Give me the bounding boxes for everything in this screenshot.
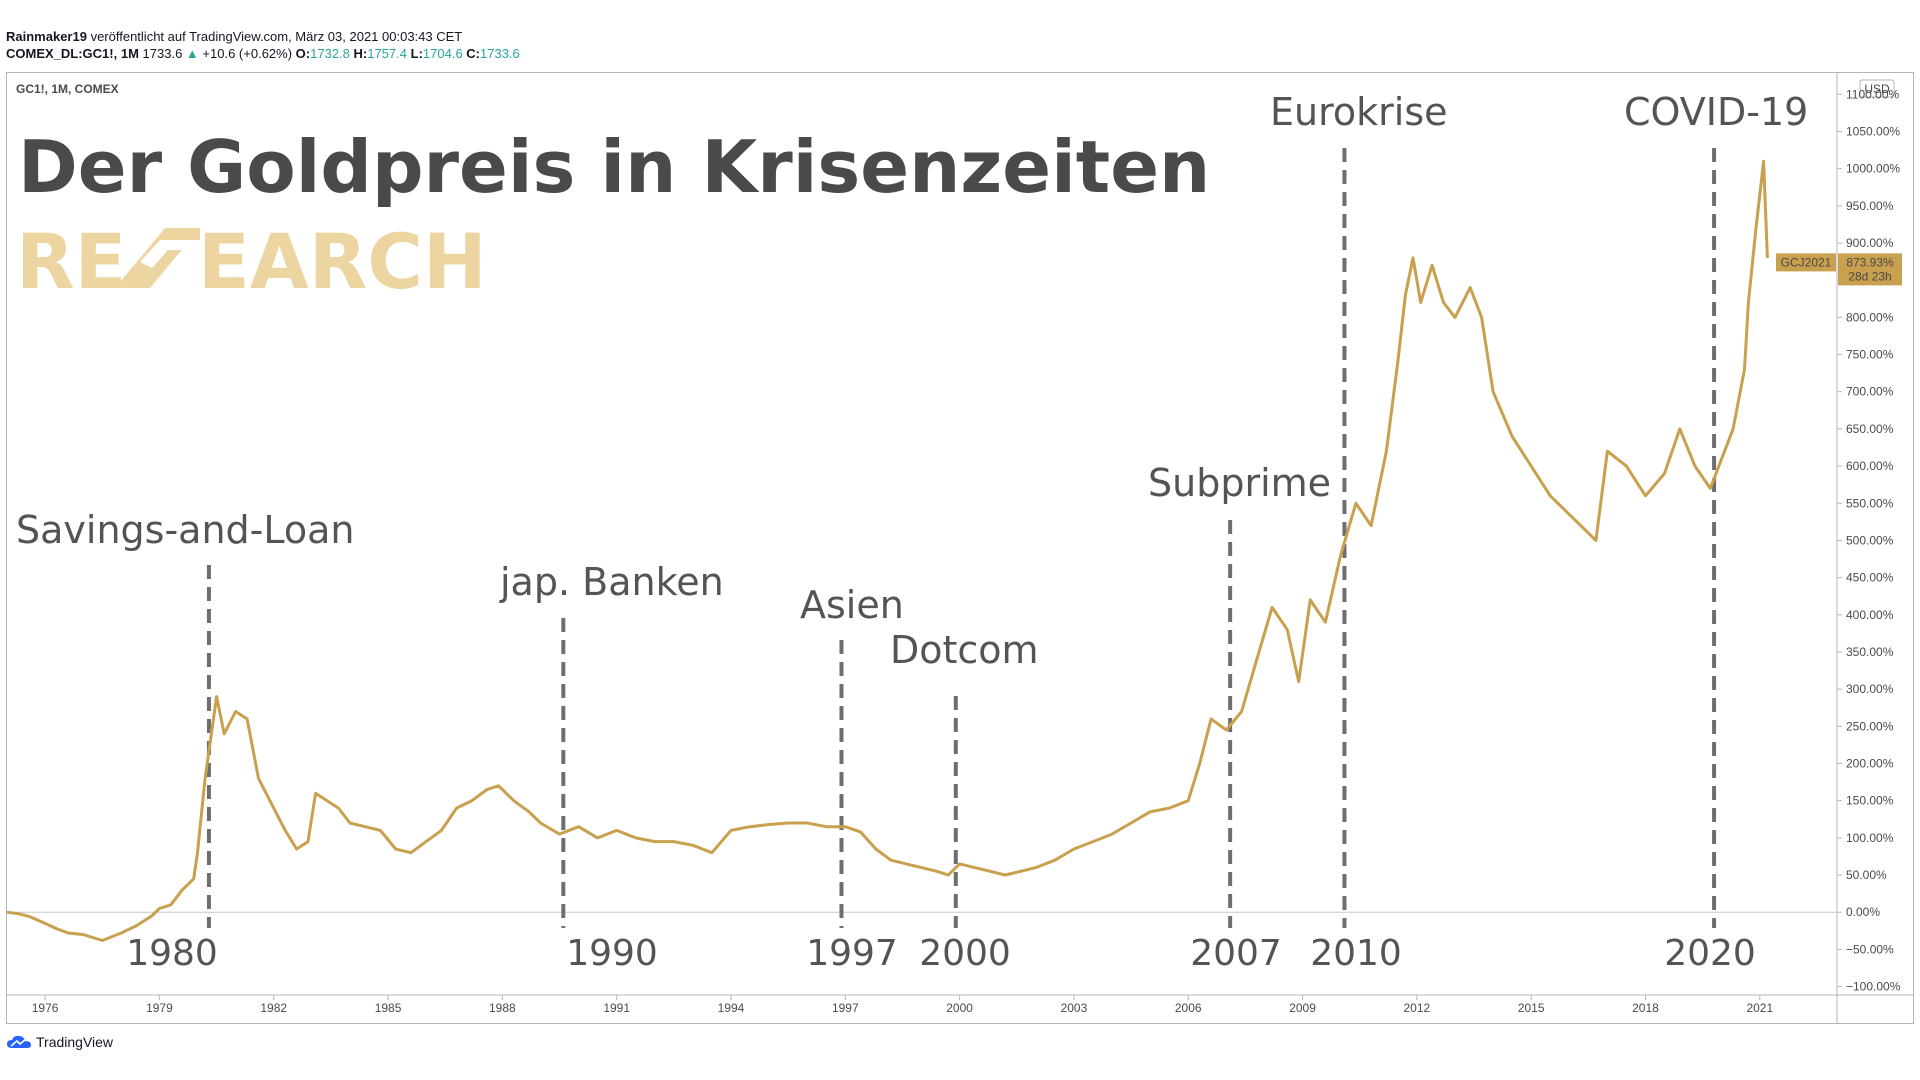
price-tag-countdown: 28d 23h	[1848, 269, 1891, 283]
currency-box[interactable]	[1859, 79, 1895, 98]
chart-header-info: Rainmaker19 veröffentlicht auf TradingVi…	[6, 28, 520, 62]
pane-label: GC1!, 1M, COMEX	[16, 82, 119, 96]
x-tick-label: 1997	[832, 1001, 859, 1015]
y-axis[interactable]: −100.00% −50.00% 0.00% 50.00% 100.00% 150.00%…	[1837, 87, 1901, 994]
price-change: +10.6 (+0.62%)	[202, 46, 293, 61]
annotation-year: 2020	[1664, 933, 1756, 974]
x-tick-label: 1985	[375, 1001, 402, 1015]
y-tick-label: 50.00%	[1846, 868, 1887, 882]
y-tick-label: 450.00%	[1846, 571, 1894, 585]
x-tick-label: 1991	[603, 1001, 630, 1015]
annotation-year: 1997	[806, 933, 898, 974]
y-tick-label: 0.00%	[1846, 905, 1880, 919]
annotation-label: Eurokrise	[1270, 90, 1448, 134]
research-logo: RE EARCH	[16, 217, 487, 306]
y-tick-label: 500.00%	[1846, 533, 1894, 547]
ohlc-line: COMEX_DL:GC1!, 1M 1733.6 ▲ +10.6 (+0.62%…	[6, 45, 520, 62]
y-tick-label: 300.00%	[1846, 682, 1894, 696]
annotation-year: 2010	[1310, 933, 1402, 974]
close-value: 1733.6	[480, 46, 520, 61]
y-tick-label: 1050.00%	[1846, 124, 1900, 138]
y-tick-label: 250.00%	[1846, 719, 1894, 733]
x-tick-label: 2000	[946, 1001, 973, 1015]
publish-info: veröffentlicht auf TradingView.com, März…	[86, 29, 463, 44]
publish-line: Rainmaker19 veröffentlicht auf TradingVi…	[6, 28, 520, 45]
brand-left: RE	[16, 217, 126, 306]
y-tick-label: 900.00%	[1846, 236, 1894, 250]
y-tick-label: −100.00%	[1846, 980, 1901, 994]
annotation-year: 1990	[566, 933, 658, 974]
y-tick-label: 400.00%	[1846, 608, 1894, 622]
annotation-label: Dotcom	[890, 628, 1039, 672]
open-value: 1732.8	[310, 46, 350, 61]
annotation-label: COVID-19	[1624, 90, 1808, 134]
y-tick-label: 200.00%	[1846, 757, 1894, 771]
annotation-label: Savings-and-Loan	[16, 508, 355, 552]
low-label: L:	[410, 46, 423, 61]
annotation-year: 2000	[919, 933, 1011, 974]
low-value: 1704.6	[422, 46, 463, 61]
x-tick-label: 2003	[1061, 1001, 1088, 1015]
close-label: C:	[466, 46, 481, 61]
x-tick-label: 2021	[1746, 1001, 1773, 1015]
x-tick-label: 1994	[718, 1001, 745, 1015]
x-tick-label: 1988	[489, 1001, 516, 1015]
last-price: 1733.6	[142, 46, 183, 61]
x-tick-label: 1976	[32, 1001, 59, 1015]
x-axis[interactable]: 1976 1979 1982 1985 1988 1991 1994 1997 2000 2003…	[32, 995, 1774, 1015]
annotation-label: Subprime	[1148, 461, 1331, 505]
tradingview-footer[interactable]: TradingView	[6, 1034, 113, 1050]
x-tick-label: 2009	[1289, 1001, 1316, 1015]
tradingview-brand: TradingView	[36, 1034, 114, 1050]
x-tick-label: 2006	[1175, 1001, 1202, 1015]
y-tick-label: 100.00%	[1846, 831, 1894, 845]
y-tick-label: 1100.00%	[1846, 87, 1899, 101]
high-value: 1757.4	[367, 46, 407, 61]
currency-label: USD	[1864, 82, 1890, 96]
x-tick-label: 2012	[1404, 1001, 1431, 1015]
x-tick-label: 1979	[146, 1001, 173, 1015]
up-arrow-icon: ▲	[185, 46, 199, 61]
y-tick-label: 800.00%	[1846, 310, 1894, 324]
x-tick-label: 2015	[1518, 1001, 1545, 1015]
y-tick-label: 600.00%	[1846, 459, 1894, 473]
y-tick-label: 700.00%	[1846, 385, 1894, 399]
annotation-label: Asien	[800, 583, 904, 627]
author-name[interactable]: Rainmaker19	[6, 29, 87, 44]
y-tick-label: 650.00%	[1846, 422, 1894, 436]
y-tick-label: 1000.00%	[1846, 162, 1900, 176]
price-tag-symbol: GCJ2021	[1781, 255, 1832, 269]
y-tick-label: 750.00%	[1846, 348, 1894, 362]
high-label: H:	[353, 46, 368, 61]
chart-title: Der Goldpreis in Krisenzeiten	[18, 125, 1210, 209]
crisis-annotations: Savings-and-Loan 1980 jap. Banken 1990 Asien…	[16, 90, 1808, 974]
symbol-label: COMEX_DL:GC1!, 1M	[6, 46, 139, 61]
brand-right: EARCH	[198, 217, 487, 306]
y-tick-label: 950.00%	[1846, 199, 1894, 213]
chart-frame[interactable]	[6, 72, 1914, 1024]
annotation-label: jap. Banken	[499, 560, 724, 604]
open-label: O:	[295, 46, 311, 61]
y-tick-label: 150.00%	[1846, 794, 1894, 808]
x-tick-label: 2018	[1632, 1001, 1659, 1015]
gold-price-line[interactable]	[6, 159, 1769, 942]
brand-emblem-icon	[115, 228, 200, 288]
tradingview-cloud-icon	[7, 1035, 31, 1048]
annotation-year: 1980	[126, 933, 218, 974]
price-tag-percent: 873.93%	[1846, 255, 1894, 269]
annotation-year: 2007	[1190, 933, 1282, 974]
x-tick-label: 1982	[260, 1001, 287, 1015]
y-tick-label: 550.00%	[1846, 496, 1894, 510]
y-tick-label: 350.00%	[1846, 645, 1894, 659]
price-tag: GCJ2021 873.93% 28d 23h	[1776, 253, 1902, 286]
y-tick-label: −50.00%	[1846, 942, 1894, 956]
